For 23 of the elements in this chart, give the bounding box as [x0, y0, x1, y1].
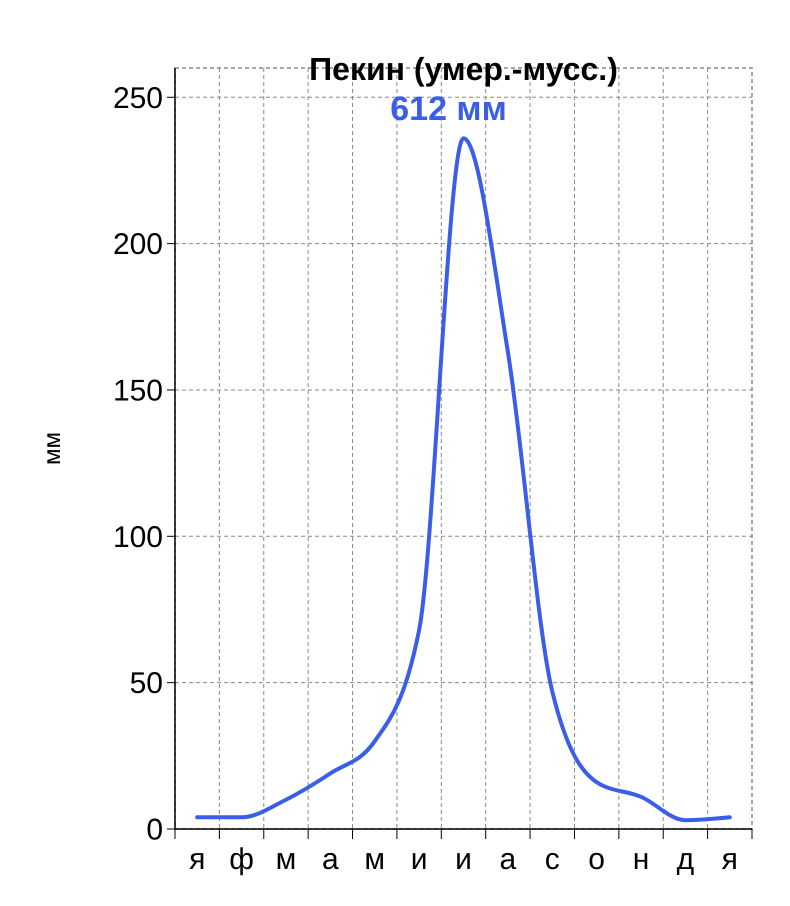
- x-tick-label: м: [276, 843, 296, 876]
- x-tick-label: д: [676, 843, 694, 876]
- chart-title: Пекин (умер.-мусс.): [309, 51, 618, 87]
- line-series: [195, 136, 732, 822]
- x-tick-label: а: [500, 843, 517, 876]
- x-tick-label: и: [455, 843, 472, 876]
- y-tick-label: 100: [112, 520, 163, 554]
- y-tick-label: 150: [112, 374, 163, 408]
- x-tick-label: я: [189, 843, 206, 876]
- y-tick-label: 0: [146, 814, 163, 846]
- y-tick-label: 50: [130, 667, 163, 700]
- x-tick-label: ф: [229, 843, 254, 876]
- y-axis-title: мм: [39, 432, 66, 465]
- y-tick-label: 250: [112, 82, 163, 115]
- x-tick-label: м: [364, 843, 386, 876]
- x-tick-label: а: [322, 843, 339, 876]
- x-tick-label: я: [722, 843, 738, 876]
- x-tick-label: с: [544, 843, 560, 876]
- annotation: 612 мм: [390, 90, 507, 128]
- y-tick-label: 200: [112, 228, 163, 262]
- x-tick-label: и: [410, 843, 428, 876]
- x-tick-label: о: [588, 843, 605, 876]
- x-tick-label: н: [632, 843, 650, 876]
